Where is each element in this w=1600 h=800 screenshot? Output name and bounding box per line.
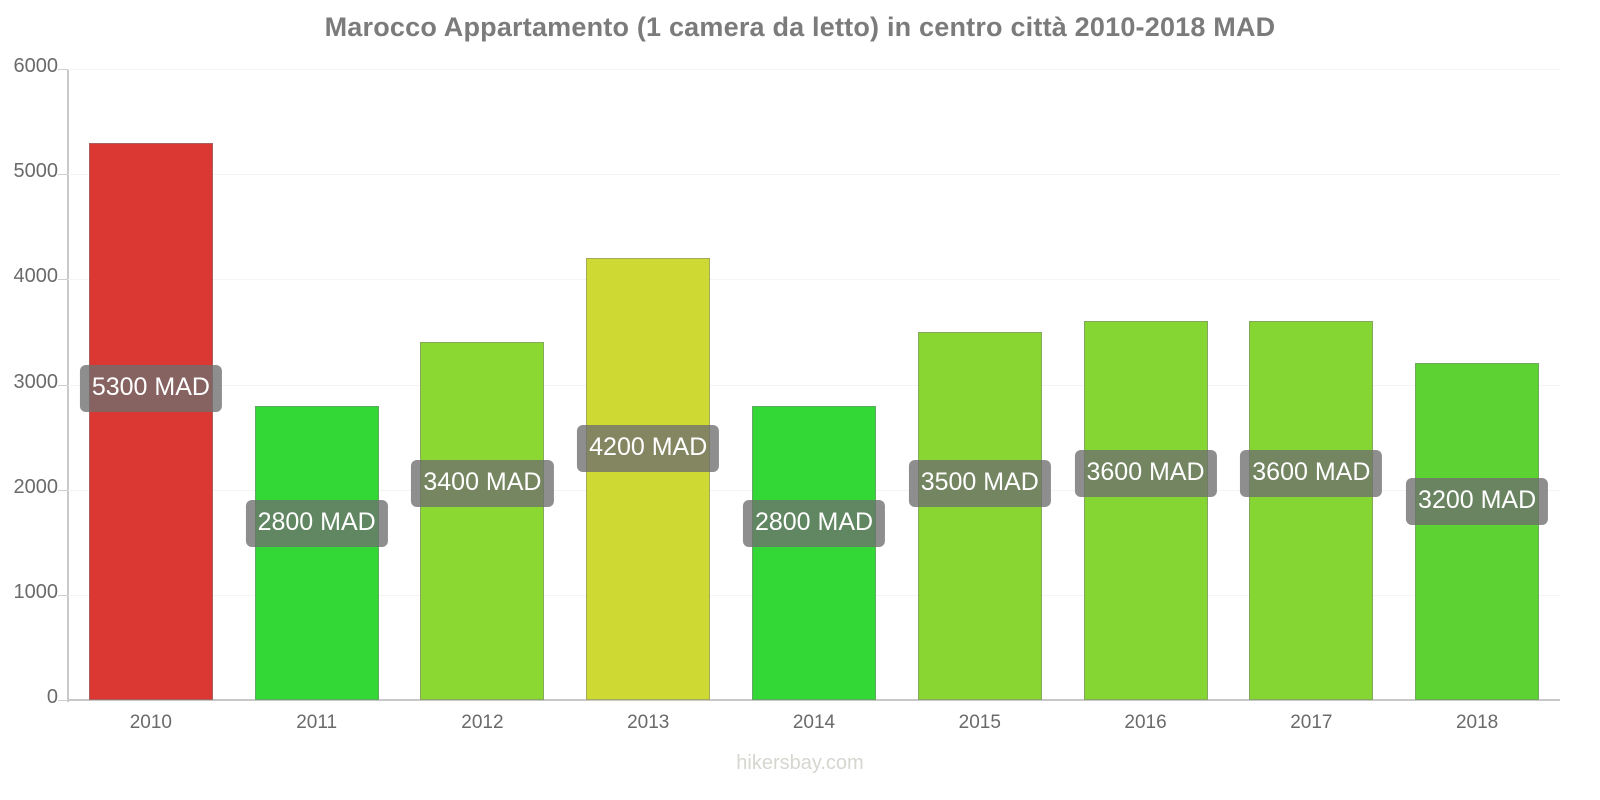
chart-title: Marocco Appartamento (1 camera da letto)… — [324, 12, 1276, 42]
y-axis-tick-mark — [58, 700, 67, 701]
bar-value-label: 2800 MAD — [245, 500, 388, 547]
y-axis-tick-mark — [58, 174, 67, 176]
y-axis-line — [67, 69, 69, 702]
y-axis-tick-label: 1000 — [13, 580, 59, 603]
y-axis-tick-label: 0 — [46, 686, 58, 708]
x-axis-tick-label: 2015 — [958, 712, 1001, 733]
bar[interactable] — [1249, 321, 1374, 700]
bar-value-label: 3500 MAD — [908, 460, 1051, 507]
bar-value-label: 3600 MAD — [1240, 450, 1383, 497]
bar-value-label: 3400 MAD — [411, 460, 554, 507]
bar-value-label: 2800 MAD — [742, 500, 886, 547]
bar[interactable] — [1083, 321, 1208, 700]
gridline — [68, 384, 1560, 386]
bar[interactable] — [752, 405, 876, 700]
x-axis-tick-label: 2013 — [627, 712, 670, 733]
bar-value-label: 3600 MAD — [1074, 450, 1217, 497]
gridline — [68, 699, 1560, 701]
x-axis-tick-label: 2012 — [461, 712, 504, 733]
y-axis-tick-label: 5000 — [13, 160, 59, 183]
x-axis-tick-label: 2018 — [1455, 712, 1499, 733]
y-axis-tick-label: 4000 — [13, 265, 59, 288]
x-axis-tick-label: 2010 — [129, 712, 173, 733]
bar[interactable] — [1415, 363, 1540, 700]
source-watermark: hikersbay.com — [736, 752, 864, 774]
y-axis-tick-mark — [58, 384, 67, 386]
bar[interactable] — [254, 405, 379, 700]
y-axis-tick-label: 2000 — [13, 475, 59, 498]
gridline — [68, 279, 1560, 281]
bar[interactable] — [586, 258, 711, 700]
plot-area — [68, 69, 1560, 701]
y-axis-tick-mark — [58, 69, 67, 70]
gridline — [68, 69, 1560, 70]
y-axis-tick-mark — [58, 279, 67, 281]
y-axis-tick-label: 6000 — [13, 55, 59, 77]
x-axis-tick-label: 2017 — [1290, 712, 1333, 733]
bar[interactable] — [420, 342, 545, 700]
gridline — [68, 174, 1560, 176]
bar-value-label: 5300 MAD — [79, 365, 222, 412]
bar[interactable] — [88, 142, 213, 700]
bar-value-label: 4200 MAD — [577, 425, 720, 472]
x-axis-tick-label: 2014 — [792, 712, 836, 733]
x-axis-tick-label: 2016 — [1124, 712, 1167, 733]
bar[interactable] — [917, 331, 1042, 700]
y-axis-tick-mark — [58, 594, 67, 596]
y-axis-tick-label: 3000 — [13, 370, 59, 393]
x-axis-tick-label: 2011 — [296, 712, 338, 733]
bar-value-label: 3200 MAD — [1406, 478, 1549, 525]
y-axis-tick-mark — [58, 489, 67, 491]
